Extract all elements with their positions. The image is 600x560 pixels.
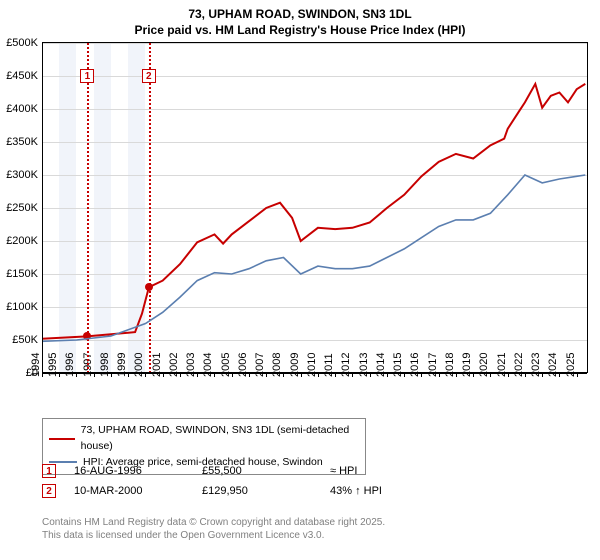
x-tick-mark — [111, 373, 112, 377]
chart-lines — [42, 43, 587, 373]
x-tick-mark — [577, 373, 578, 377]
x-tick-mark — [249, 373, 250, 377]
x-tick-mark — [266, 373, 267, 377]
events-table: 1 16-AUG-1996 £55,500 ≈ HPI 2 10-MAR-2000 £129… — [42, 462, 440, 504]
x-tick-mark — [508, 373, 509, 377]
x-tick-mark — [404, 373, 405, 377]
x-tick-mark — [94, 373, 95, 377]
y-tick-label: £150K — [6, 268, 42, 280]
x-tick-mark — [335, 373, 336, 377]
event-id-box: 2 — [42, 484, 56, 498]
legend-swatch — [49, 438, 75, 440]
x-tick-mark — [214, 373, 215, 377]
legend-label: 73, UPHAM ROAD, SWINDON, SN3 1DL (semi-d… — [81, 423, 359, 455]
x-tick-mark — [387, 373, 388, 377]
y-tick-label: £200K — [6, 235, 42, 247]
x-tick-mark — [439, 373, 440, 377]
x-tick-mark — [370, 373, 371, 377]
x-tick-mark — [197, 373, 198, 377]
x-tick-mark — [490, 373, 491, 377]
event-row: 1 16-AUG-1996 £55,500 ≈ HPI — [42, 464, 440, 478]
footer-attribution: Contains HM Land Registry data © Crown c… — [42, 516, 385, 542]
x-tick-mark — [473, 373, 474, 377]
footer-line-2: This data is licensed under the Open Gov… — [42, 529, 385, 542]
legend-item: 73, UPHAM ROAD, SWINDON, SN3 1DL (semi-d… — [49, 423, 359, 455]
series-hpi — [42, 175, 585, 341]
y-tick-label: £100K — [6, 301, 42, 313]
y-tick-label: £400K — [6, 103, 42, 115]
x-tick-mark — [59, 373, 60, 377]
footer-line-1: Contains HM Land Registry data © Crown c… — [42, 516, 385, 529]
x-tick-mark — [352, 373, 353, 377]
x-tick-mark — [42, 373, 43, 377]
y-tick-label: £250K — [6, 202, 42, 214]
title-block: 73, UPHAM ROAD, SWINDON, SN3 1DL Price p… — [0, 0, 600, 40]
x-axis — [42, 372, 587, 373]
y-tick-label: £300K — [6, 169, 42, 181]
event-date: 10-MAR-2000 — [74, 485, 184, 497]
x-tick-mark — [163, 373, 164, 377]
x-tick-mark — [128, 373, 129, 377]
x-tick-mark — [559, 373, 560, 377]
y-tick-label: £50K — [12, 334, 42, 346]
event-id-box: 1 — [42, 464, 56, 478]
event-price: £55,500 — [202, 465, 312, 477]
x-tick-label: 1994 — [30, 353, 42, 377]
x-tick-mark — [318, 373, 319, 377]
y-tick-label: £450K — [6, 70, 42, 82]
event-delta: 43% ↑ HPI — [330, 485, 440, 497]
x-tick-mark — [76, 373, 77, 377]
x-tick-mark — [421, 373, 422, 377]
x-tick-mark — [301, 373, 302, 377]
y-axis — [42, 43, 43, 373]
x-tick-mark — [283, 373, 284, 377]
series-price_paid — [42, 84, 585, 339]
event-date: 16-AUG-1996 — [74, 465, 184, 477]
y-tick-label: £350K — [6, 136, 42, 148]
x-tick-mark — [180, 373, 181, 377]
x-tick-mark — [145, 373, 146, 377]
title-line-2: Price paid vs. HM Land Registry's House … — [0, 22, 600, 38]
chart-plot-area: £0£50K£100K£150K£200K£250K£300K£350K£400… — [42, 42, 588, 373]
x-tick-mark — [525, 373, 526, 377]
x-tick-mark — [542, 373, 543, 377]
x-tick-mark — [456, 373, 457, 377]
event-price: £129,950 — [202, 485, 312, 497]
y-tick-label: £500K — [6, 37, 42, 49]
title-line-1: 73, UPHAM ROAD, SWINDON, SN3 1DL — [0, 6, 600, 22]
event-delta: ≈ HPI — [330, 465, 440, 477]
x-tick-mark — [232, 373, 233, 377]
event-row: 2 10-MAR-2000 £129,950 43% ↑ HPI — [42, 484, 440, 498]
chart-container: 73, UPHAM ROAD, SWINDON, SN3 1DL Price p… — [0, 0, 600, 560]
